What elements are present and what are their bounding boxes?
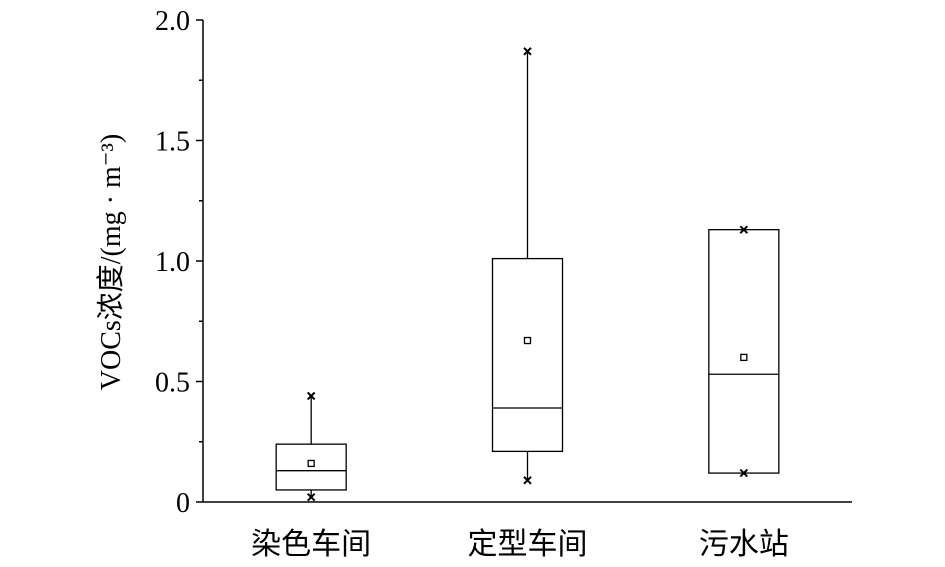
x-category-label-1: 染色车间 [251, 528, 371, 561]
min-marker-1 [306, 492, 316, 502]
box-group-3 [708, 225, 780, 478]
y-tick-label-3: 1.5 [155, 127, 190, 158]
mean-marker-2 [523, 336, 532, 345]
y-ticks: 0 0.5 1.0 1.5 2.0 [155, 6, 203, 519]
y-axis-label: VOCs浓度/(mg · m⁻³) [95, 134, 127, 391]
iqr-box-2 [491, 257, 564, 453]
box-series [275, 47, 780, 502]
min-marker-2 [523, 476, 532, 485]
x-category-label-3: 污水站 [699, 528, 789, 561]
y-tick-label-4: 2.0 [155, 6, 190, 37]
y-tick-label-0: 0 [176, 488, 190, 519]
iqr-box-3 [708, 229, 780, 474]
max-marker-1 [306, 391, 316, 401]
box-group-2 [491, 47, 564, 485]
mean-marker-3 [740, 353, 748, 362]
x-category-labels: 染色车间 定型车间 污水站 [251, 528, 789, 561]
y-tick-label-1: 0.5 [155, 368, 190, 399]
y-tick-label-2: 1.0 [155, 247, 190, 278]
max-marker-3 [739, 225, 749, 234]
box-group-1 [275, 391, 347, 502]
max-marker-2 [523, 47, 532, 56]
mean-marker-1 [307, 459, 315, 468]
x-category-label-2: 定型车间 [468, 528, 588, 561]
min-marker-3 [739, 468, 749, 478]
